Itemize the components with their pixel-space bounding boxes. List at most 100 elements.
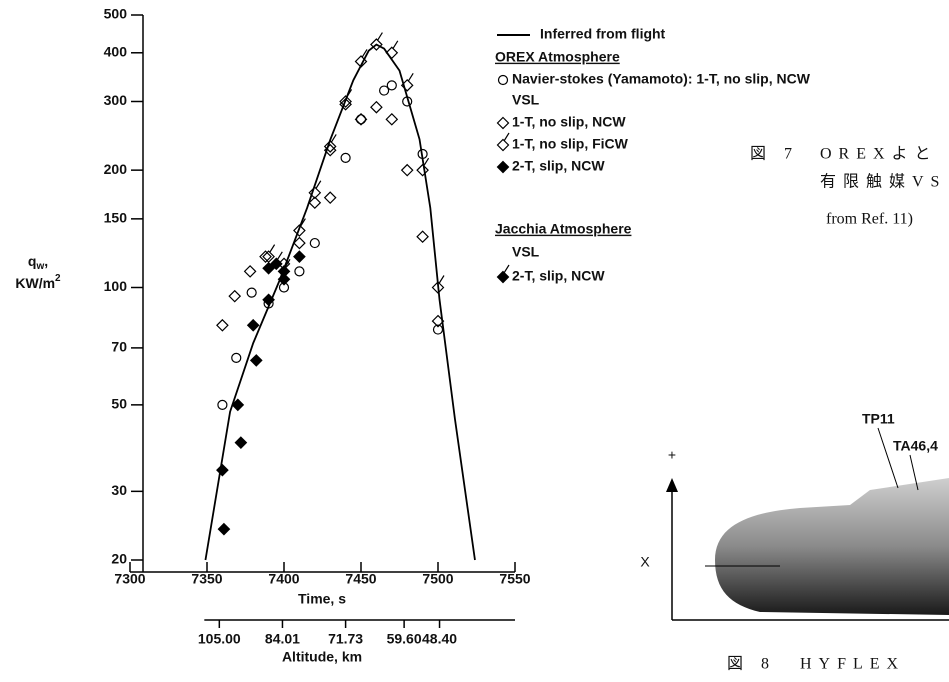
y-label-unit-power: 2 <box>55 273 61 284</box>
leader <box>909 454 919 491</box>
legend-heading: Jacchia Atmosphere <box>495 221 632 237</box>
y-tick-label: 150 <box>104 210 128 226</box>
data-point <box>354 49 368 68</box>
leader <box>877 427 899 489</box>
data-point <box>259 250 272 263</box>
flight-line <box>204 43 476 561</box>
data-point <box>354 112 368 126</box>
data-point <box>400 163 414 177</box>
y-tick-label: 500 <box>104 6 128 22</box>
data-point <box>339 89 353 108</box>
data-point <box>216 318 229 332</box>
data-point <box>262 293 275 307</box>
chart: qw, KW/m2 Time, s Altitude, km Inferred … <box>15 6 810 665</box>
data-point <box>416 230 429 244</box>
y-label-unit: KW/m2 <box>15 273 61 291</box>
altitude-tick-label: 84.01 <box>265 631 300 647</box>
data-point <box>370 100 383 114</box>
y-label-symbol: q <box>28 253 37 269</box>
data-point <box>323 134 337 153</box>
data-point <box>217 399 228 410</box>
x-label: Time, s <box>298 591 346 607</box>
legend-heading: OREX Atmosphere <box>495 49 620 65</box>
y-tick-label: 200 <box>104 161 128 177</box>
legend-label: 1-T, no slip, NCW <box>512 114 626 130</box>
data-point <box>386 80 397 91</box>
data-point <box>246 287 257 298</box>
data-point <box>231 352 242 363</box>
callout: TP11 <box>862 411 895 427</box>
caption-label: 図 7 <box>750 146 799 163</box>
data-point <box>309 237 320 249</box>
x-tick-label: 7500 <box>422 571 453 587</box>
x-tick-label: 7300 <box>114 571 145 587</box>
y-tick-label: 400 <box>104 43 128 59</box>
data-point <box>293 218 306 237</box>
legend-heading: VSL <box>512 92 540 108</box>
legend-marker <box>497 74 509 86</box>
data-point <box>323 191 337 205</box>
y-tick-label: 100 <box>104 278 128 294</box>
legend-label: Inferred from flight <box>540 26 666 42</box>
data-point <box>432 324 444 335</box>
vehicle <box>715 478 949 615</box>
data-point <box>217 522 231 536</box>
legend-label: 1-T, no slip, FiCW <box>512 136 629 152</box>
data-point <box>294 266 305 277</box>
y-label-suffix: , <box>44 253 48 269</box>
data-point <box>228 289 242 303</box>
y-tick-label: 70 <box>111 339 127 355</box>
caption-source: from Ref. 11) <box>826 211 913 228</box>
data-point <box>262 261 275 275</box>
y-tick-label: 20 <box>111 551 127 567</box>
data-point <box>269 251 283 271</box>
legend-heading: VSL <box>512 244 540 260</box>
x-tick-label: 7400 <box>268 571 299 587</box>
y-label-unit-text: KW/m <box>15 275 55 291</box>
data-point <box>385 112 399 126</box>
data-point <box>431 275 445 294</box>
legend-label: 2-T, slip, NCW <box>512 268 605 284</box>
data-point <box>385 40 399 60</box>
data-point <box>246 318 260 332</box>
y-tick-label: 300 <box>104 92 128 108</box>
data-point <box>417 148 428 160</box>
caption-text: 有限触媒VS <box>820 173 946 191</box>
y-label: qw, <box>28 253 48 272</box>
data-point <box>277 272 291 286</box>
callout: TA46,4 <box>893 438 938 454</box>
data-point <box>293 250 306 263</box>
y-tick-label: 50 <box>111 396 127 412</box>
x-tick-label: 7450 <box>345 571 376 587</box>
altitude-label: Altitude, km <box>282 649 362 665</box>
y-tick-label: 30 <box>111 482 127 498</box>
data-point <box>231 398 245 412</box>
arrow <box>666 478 678 492</box>
data-point <box>234 436 248 449</box>
data-point <box>277 259 291 278</box>
altitude-tick-label: 105.00 <box>198 631 241 647</box>
data-point <box>355 114 367 125</box>
data-point <box>370 32 383 51</box>
data-point <box>340 152 351 163</box>
caption-text: HYFLEX <box>800 656 905 673</box>
y-label-subscript: w <box>35 261 44 272</box>
data-point <box>308 196 322 210</box>
altitude-tick-label: 48.40 <box>422 631 457 647</box>
legend-label: 2-T, slip, NCW <box>512 158 605 174</box>
altitude-tick-label: 59.60 <box>387 631 422 647</box>
axis-plus: + <box>668 447 676 463</box>
data-point <box>249 354 263 367</box>
data-point <box>431 314 445 328</box>
axis-x: X <box>640 554 650 570</box>
data-point <box>293 236 306 250</box>
x-tick-label: 7550 <box>499 571 530 587</box>
legend-marker <box>496 160 510 174</box>
data-point <box>402 96 413 107</box>
data-point <box>379 85 390 96</box>
caption-label: 図 8 <box>727 656 776 673</box>
data-point <box>308 180 322 200</box>
legend-marker <box>496 116 510 130</box>
data-point <box>400 73 414 92</box>
